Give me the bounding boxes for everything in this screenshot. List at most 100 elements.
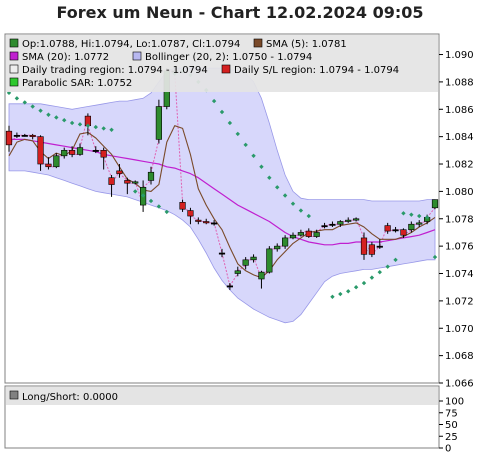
- legend-sar: Parabolic SAR: 1.0752: [22, 78, 132, 89]
- sar-point-49: [393, 257, 398, 263]
- candle-body-2: [21, 134, 28, 137]
- sar-point-18: [148, 198, 154, 204]
- legend-bollinger: Bollinger (20, 2): 1.0750 - 1.0794: [145, 52, 312, 63]
- candle-body-9: [76, 147, 84, 155]
- candle-body-46: [368, 244, 375, 255]
- candle-body-49: [392, 229, 399, 232]
- connector-12: [103, 156, 113, 178]
- sar-point-5: [46, 112, 51, 117]
- sar-point-27: [219, 109, 225, 115]
- legend-swatch-trading-region: [9, 64, 19, 74]
- lower-ytick-label-3: 75: [445, 408, 458, 419]
- sar-point-19: [156, 204, 162, 209]
- candle-body-8: [69, 150, 76, 155]
- candle-body-0: [5, 130, 13, 146]
- sar-point-42: [338, 291, 343, 297]
- candle-body-33: [266, 248, 273, 273]
- sar-point-4: [38, 108, 43, 113]
- candle-body-28: [226, 285, 233, 288]
- ytick-label-10: 1.086: [445, 105, 474, 116]
- sar-point-32: [259, 164, 264, 169]
- lower-legend-swatch: [9, 390, 19, 400]
- candle-body-29: [234, 270, 241, 274]
- candle-body-45: [360, 237, 368, 255]
- sar-point-44: [353, 284, 359, 290]
- candle-body-39: [313, 232, 320, 237]
- connector-10: [87, 125, 97, 151]
- sar-point-45: [361, 280, 367, 286]
- sar-point-10: [85, 123, 91, 128]
- ytick-label-11: 1.088: [445, 77, 474, 88]
- sar-point-29: [235, 131, 240, 137]
- candle-body-24: [195, 219, 202, 222]
- ytick-label-12: 1.090: [445, 50, 474, 61]
- candle-body-47: [376, 245, 383, 248]
- candle-body-15: [124, 180, 131, 184]
- candle-body-23: [187, 210, 194, 217]
- main-y-axis: 1.066 1.068 1.070 1.072 1.074 1.076 1.078 1.080…: [439, 50, 474, 390]
- sar-point-46: [369, 275, 375, 280]
- legend-swatch-sar: [9, 77, 19, 87]
- connector-27: [221, 252, 231, 286]
- connector-13: [111, 170, 120, 185]
- sar-point-7: [62, 118, 67, 123]
- sar-point-2: [22, 100, 27, 105]
- sar-point-9: [77, 122, 83, 127]
- sar-point-28: [227, 120, 233, 126]
- sar-point-13: [109, 127, 114, 133]
- candle-body-1: [13, 134, 20, 137]
- ytick-label-2: 1.070: [445, 324, 474, 335]
- candle-body-12: [100, 150, 107, 158]
- legend-background: [6, 35, 438, 92]
- legend-swatch-sma5: [253, 38, 263, 48]
- connector-9: [79, 115, 89, 148]
- sar-point-47: [377, 269, 382, 275]
- ytick-label-3: 1.072: [445, 296, 474, 307]
- sar-point-26: [211, 98, 217, 104]
- lower-ytick-label-2: 50: [445, 420, 458, 431]
- legend-swatch-sl-region: [221, 64, 231, 74]
- candle-body-18: [147, 171, 155, 181]
- sar-point-35: [282, 193, 288, 198]
- sar-point-41: [330, 294, 335, 299]
- candle-body-48: [384, 225, 391, 232]
- ytick-label-8: 1.082: [445, 160, 474, 171]
- candle-body-37: [297, 232, 304, 236]
- lower-legend-background: [6, 387, 438, 405]
- legend-swatch-sma20: [9, 51, 19, 61]
- sar-point-17: [140, 193, 146, 198]
- ytick-label-5: 1.076: [445, 242, 474, 253]
- chart-title: Forex um Neun - Chart 12.02.2024 09:05: [56, 3, 424, 22]
- legend: Op:1.0788, Hi:1.0794, Lo:1.0787, Cl:1.07…: [6, 35, 438, 92]
- sar-point-36: [290, 201, 296, 206]
- sar-point-31: [251, 153, 256, 159]
- connector-21: [174, 70, 184, 203]
- sar-point-54: [432, 254, 438, 260]
- legend-sl-region: Daily S/L region: 1.0794 - 1.0794: [234, 65, 399, 76]
- candle-body-35: [282, 237, 289, 247]
- sar-point-3: [30, 104, 35, 109]
- legend-sma5: SMA (5): 1.0781: [266, 39, 347, 50]
- sar-point-38: [306, 213, 311, 219]
- candle-body-41: [329, 223, 336, 226]
- candle-body-13: [108, 177, 115, 185]
- candle-body-16: [132, 181, 139, 184]
- connector-17: [142, 180, 152, 188]
- candle-body-30: [242, 259, 249, 266]
- candle-body-4: [37, 136, 44, 165]
- candle-body-7: [61, 150, 68, 157]
- lower-ytick-label-4: 100: [445, 397, 464, 408]
- ytick-label-6: 1.078: [445, 214, 474, 225]
- candle-body-19: [155, 106, 162, 140]
- candle-body-38: [305, 230, 312, 237]
- sar-point-33: [267, 175, 272, 180]
- legend-ohlc: Op:1.0788, Hi:1.0794, Lo:1.0787, Cl:1.07…: [22, 39, 240, 50]
- sar-point-6: [54, 115, 59, 120]
- sar-point-53: [424, 215, 430, 220]
- sar-point-52: [417, 213, 422, 219]
- ytick-label-0: 1.066: [445, 379, 474, 390]
- candle-body-3: [29, 134, 36, 137]
- sar-point-12: [101, 126, 106, 131]
